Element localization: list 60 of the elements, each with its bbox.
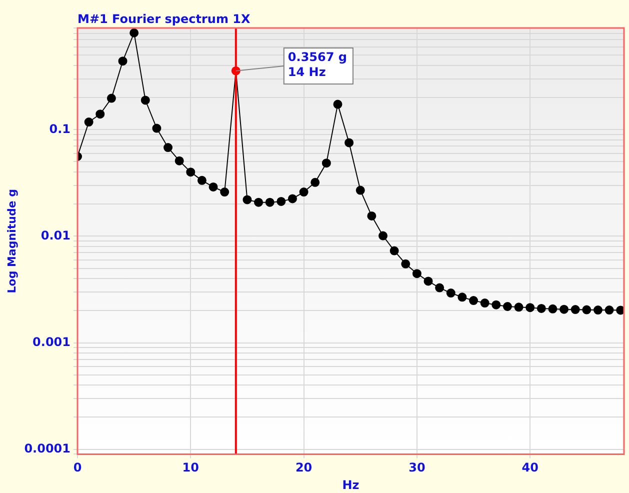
point xyxy=(526,303,535,312)
point xyxy=(220,188,230,197)
point xyxy=(152,124,162,133)
point xyxy=(616,306,624,315)
x-tick-label: 30 xyxy=(408,460,426,475)
point xyxy=(164,143,173,152)
point xyxy=(288,194,297,204)
annotation: 0.3567 g 14 Hz xyxy=(288,50,347,80)
y-tick-label: 0.01 xyxy=(40,228,71,242)
point xyxy=(604,306,614,315)
point xyxy=(401,259,410,268)
y-tick-label: 0.001 xyxy=(32,334,71,349)
point xyxy=(378,231,388,240)
point xyxy=(412,269,422,278)
point xyxy=(492,300,501,310)
point xyxy=(140,96,150,105)
x-axis-title: Hz xyxy=(342,478,360,492)
y-axis-title: Log Magnitude g xyxy=(5,188,18,294)
point xyxy=(276,196,286,206)
point xyxy=(390,246,399,256)
point xyxy=(322,158,331,168)
point xyxy=(254,198,264,207)
point xyxy=(174,156,184,166)
y-tick-label: 0.1 xyxy=(49,122,71,136)
point xyxy=(197,176,206,185)
point xyxy=(582,305,592,314)
point xyxy=(118,56,128,66)
point xyxy=(570,305,580,314)
point xyxy=(84,118,94,127)
point xyxy=(106,94,116,103)
x-tick-label: 20 xyxy=(295,460,312,475)
point xyxy=(514,302,524,312)
x-tick-label: 0 xyxy=(73,460,82,475)
point xyxy=(96,110,105,119)
x-tick-label: 10 xyxy=(182,460,200,475)
point xyxy=(548,304,558,314)
y-tick-label: 0.0001 xyxy=(24,441,71,456)
point xyxy=(242,195,252,204)
point xyxy=(469,296,478,306)
point xyxy=(130,28,139,38)
point xyxy=(458,292,467,302)
point xyxy=(424,276,433,286)
point xyxy=(344,138,354,148)
point xyxy=(446,288,456,298)
point xyxy=(356,186,365,195)
point xyxy=(186,168,196,177)
point xyxy=(536,304,546,313)
point xyxy=(560,304,569,314)
point xyxy=(367,211,376,220)
point xyxy=(265,198,274,207)
chart-title: M#1 Fourier spectrum 1X xyxy=(78,12,252,26)
point xyxy=(208,182,218,192)
point xyxy=(502,302,512,311)
point xyxy=(593,306,602,315)
x-tick-label: 40 xyxy=(522,460,538,475)
point xyxy=(310,178,320,187)
point xyxy=(435,283,444,292)
point xyxy=(333,100,342,109)
point xyxy=(299,188,308,197)
point xyxy=(480,298,490,308)
